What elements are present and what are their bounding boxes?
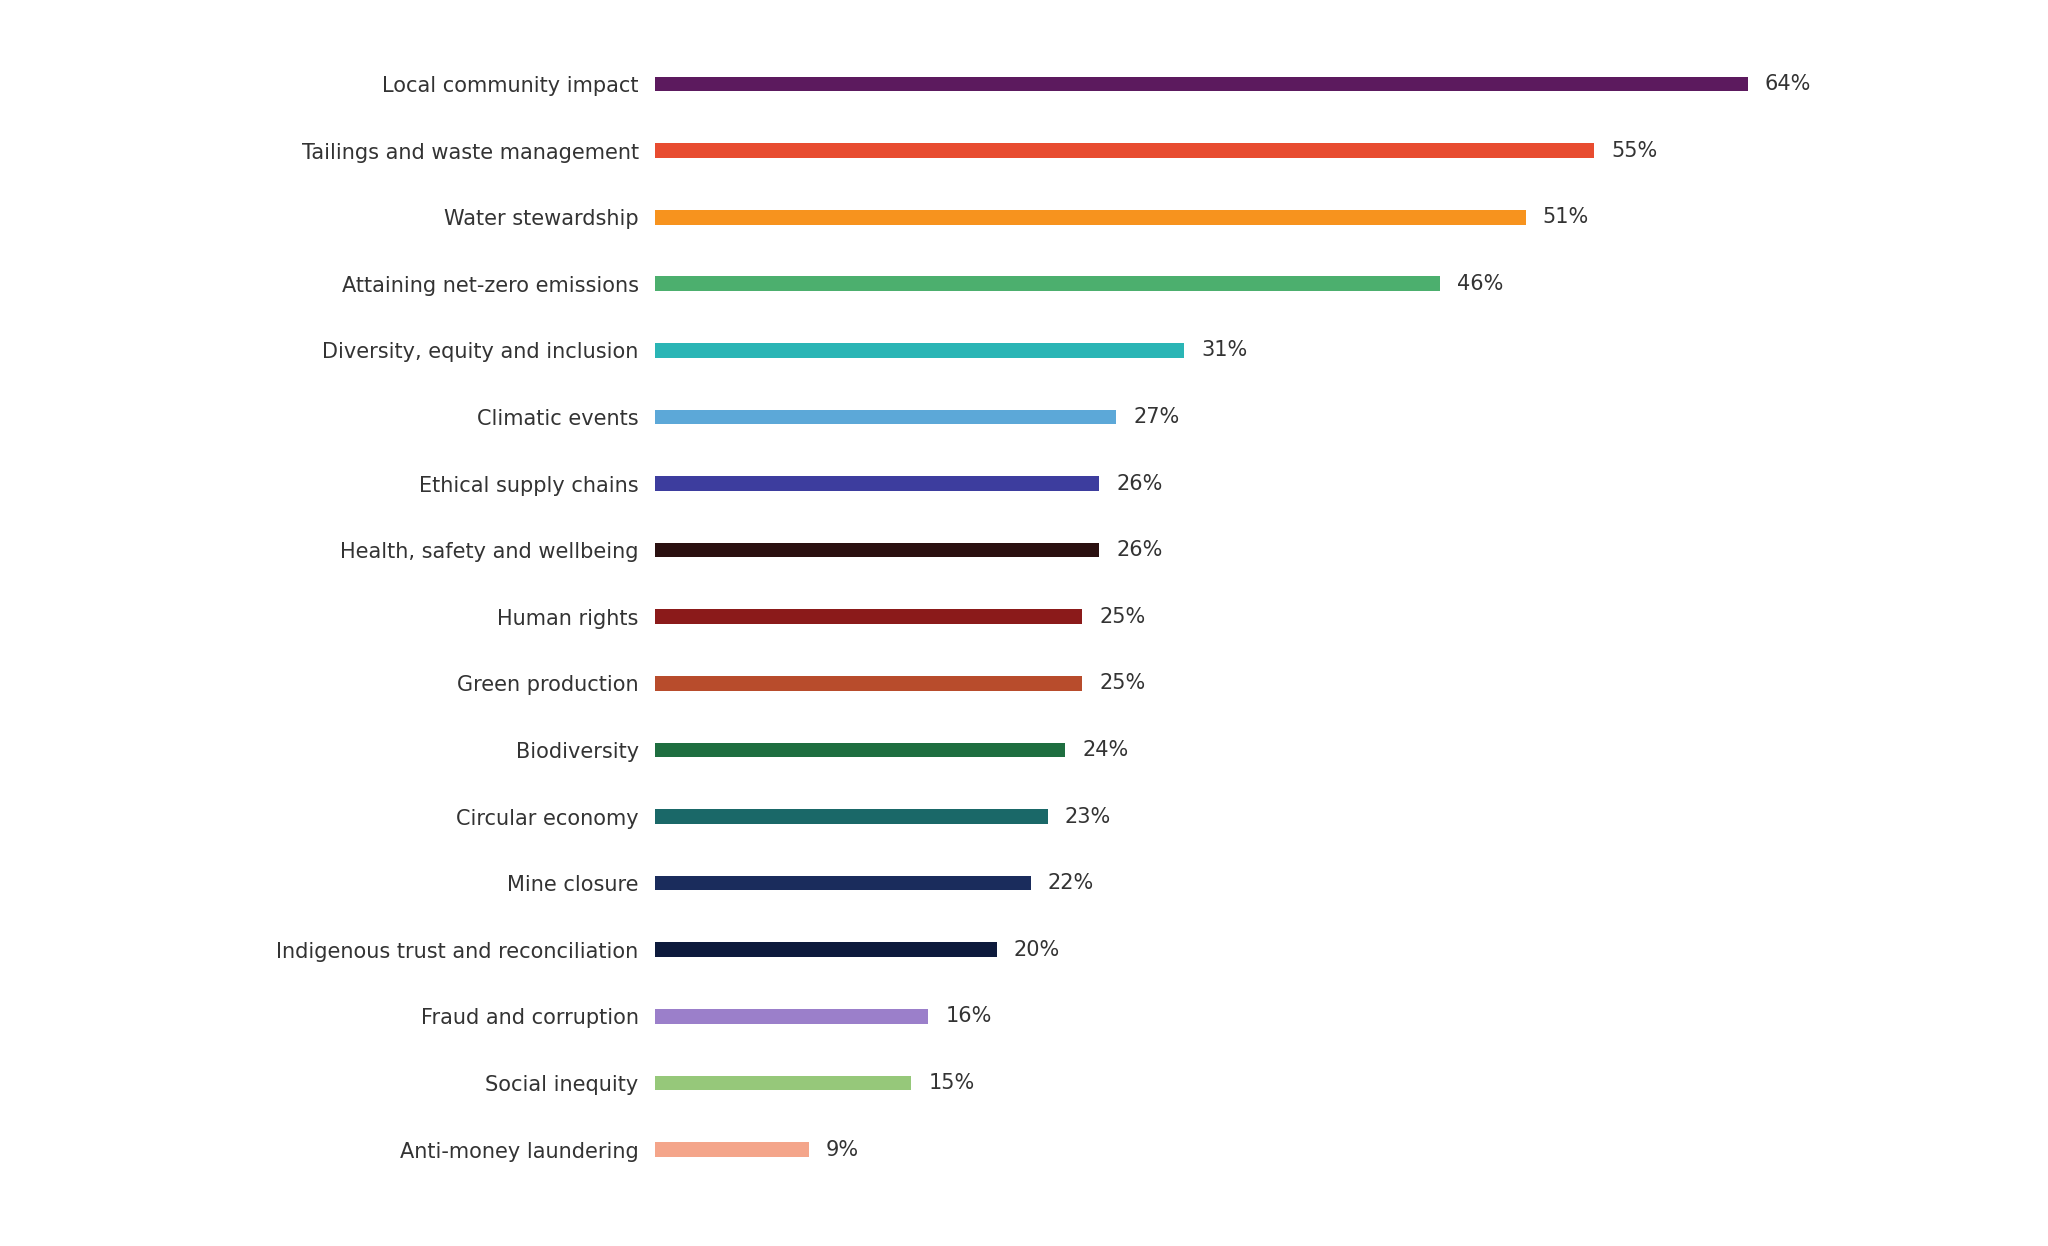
Bar — [655, 942, 997, 957]
Bar — [655, 277, 1440, 292]
Bar — [655, 476, 1100, 491]
Text: 27%: 27% — [1133, 407, 1180, 427]
Text: 25%: 25% — [1100, 673, 1145, 693]
Text: 51%: 51% — [1542, 207, 1589, 227]
Text: 26%: 26% — [1116, 541, 1163, 561]
Bar — [655, 1009, 928, 1024]
Text: 24%: 24% — [1081, 740, 1128, 760]
Text: 46%: 46% — [1458, 274, 1503, 294]
Text: 26%: 26% — [1116, 473, 1163, 493]
Text: 64%: 64% — [1765, 74, 1810, 93]
Text: 23%: 23% — [1065, 806, 1112, 826]
Text: 16%: 16% — [946, 1007, 991, 1027]
Text: 20%: 20% — [1014, 939, 1061, 959]
Bar — [655, 743, 1065, 758]
Bar — [655, 143, 1593, 158]
Text: 25%: 25% — [1100, 607, 1145, 627]
Bar — [655, 209, 1526, 224]
Bar — [655, 809, 1049, 824]
Text: 22%: 22% — [1049, 873, 1094, 893]
Text: 31%: 31% — [1202, 340, 1247, 360]
Bar — [655, 876, 1030, 891]
Text: 55%: 55% — [1612, 141, 1657, 161]
Bar — [655, 677, 1081, 690]
Bar — [655, 77, 1747, 91]
Bar — [655, 343, 1184, 358]
Text: 15%: 15% — [928, 1073, 975, 1093]
Bar — [655, 1075, 911, 1090]
Bar — [655, 410, 1116, 425]
Text: 9%: 9% — [825, 1140, 860, 1160]
Bar — [655, 543, 1100, 557]
Bar — [655, 1143, 809, 1156]
Bar — [655, 609, 1081, 624]
